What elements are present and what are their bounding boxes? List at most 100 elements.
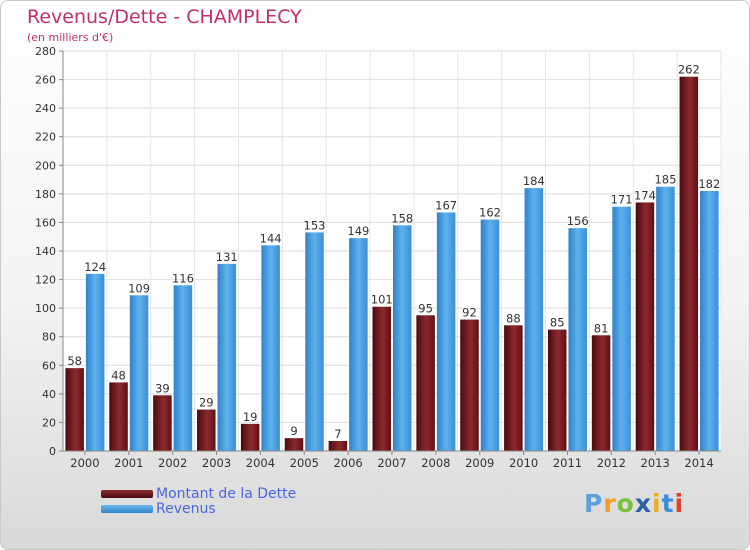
x-tick-label: 2012 (597, 456, 626, 470)
data-label-dette: 92 (462, 306, 477, 320)
x-tick-label: 2000 (70, 456, 99, 470)
data-label-revenus: 124 (84, 260, 106, 274)
y-tick-label: 40 (42, 388, 56, 401)
bar-revenus (568, 228, 587, 451)
x-tick-label: 2002 (158, 456, 187, 470)
legend: Montant de la Dette Revenus (101, 486, 361, 517)
x-tick-label: 2009 (465, 456, 494, 470)
data-label-revenus: 182 (698, 177, 720, 191)
data-label-revenus: 162 (479, 206, 501, 220)
data-label-revenus: 156 (567, 214, 589, 228)
data-label-revenus: 158 (391, 211, 413, 225)
bar-dette (591, 335, 611, 451)
legend-swatch-revenus (101, 505, 153, 513)
y-tick-label: 100 (35, 302, 56, 315)
y-tick-label: 80 (42, 331, 56, 344)
data-label-revenus: 184 (523, 174, 545, 188)
data-label-dette: 101 (371, 293, 393, 307)
bar-revenus (349, 238, 368, 451)
bar-revenus (129, 295, 149, 451)
y-tick-label: 20 (42, 416, 56, 429)
bar-dette (679, 76, 699, 451)
bar-revenus (261, 245, 280, 451)
bar-revenus (612, 206, 631, 451)
bar-revenus (656, 186, 675, 451)
data-label-revenus: 171 (611, 193, 633, 207)
bar-dette (328, 441, 348, 451)
data-label-revenus: 153 (304, 218, 326, 232)
bar-dette (284, 438, 304, 451)
bar-revenus (436, 212, 456, 451)
x-tick-label: 2004 (246, 456, 275, 470)
bar-dette (460, 319, 479, 451)
chart-subtitle: (en milliers d'€) (27, 31, 114, 44)
x-tick-label: 2005 (290, 456, 319, 470)
y-tick-label: 160 (35, 216, 56, 229)
legend-item-dette: Montant de la Dette (101, 486, 361, 502)
data-label-dette: 262 (678, 63, 700, 77)
bar-dette (372, 306, 391, 451)
data-label-dette: 29 (199, 396, 214, 410)
bar-revenus (480, 219, 500, 451)
bar-revenus (524, 188, 544, 451)
y-tick-label: 260 (35, 74, 56, 87)
y-tick-label: 180 (35, 188, 56, 201)
y-tick-label: 280 (35, 45, 56, 58)
bar-dette (153, 395, 172, 451)
legend-swatch-dette (101, 490, 153, 498)
legend-item-revenus: Revenus (101, 501, 361, 517)
bar-dette (109, 382, 128, 451)
bar-dette (504, 325, 523, 451)
y-tick-label: 140 (35, 245, 56, 258)
x-tick-label: 2013 (641, 456, 670, 470)
y-tick-label: 220 (35, 131, 56, 144)
x-tick-label: 2007 (377, 456, 406, 470)
bar-revenus (393, 225, 412, 451)
x-tick-label: 2011 (553, 456, 582, 470)
y-tick-label: 0 (49, 445, 56, 458)
data-label-dette: 174 (634, 188, 656, 202)
bar-dette (240, 423, 260, 451)
data-label-dette: 58 (67, 354, 82, 368)
chart-title: Revenus/Dette - CHAMPLECY (27, 6, 302, 28)
data-label-revenus: 185 (654, 173, 676, 187)
y-tick-label: 240 (35, 102, 56, 115)
data-label-dette: 88 (506, 311, 521, 325)
x-tick-label: 2001 (114, 456, 143, 470)
bar-revenus (305, 232, 324, 451)
data-label-dette: 39 (155, 381, 170, 395)
data-label-dette: 9 (290, 424, 297, 438)
proxiti-logo: Proxiti (584, 489, 685, 518)
legend-label-revenus: Revenus (156, 501, 216, 517)
data-label-dette: 95 (418, 301, 433, 315)
data-label-revenus: 131 (216, 250, 238, 264)
bar-revenus (173, 285, 193, 451)
x-tick-label: 2008 (421, 456, 450, 470)
legend-label-dette: Montant de la Dette (156, 486, 297, 502)
bar-dette (416, 315, 435, 451)
data-label-revenus: 149 (347, 224, 369, 238)
data-label-dette: 85 (550, 316, 565, 330)
data-label-revenus: 167 (435, 198, 457, 212)
data-label-dette: 81 (594, 321, 609, 335)
y-tick-label: 200 (35, 159, 56, 172)
data-label-revenus: 144 (260, 231, 282, 245)
bar-revenus (700, 191, 719, 451)
data-label-dette: 48 (111, 368, 126, 382)
data-label-dette: 7 (334, 427, 341, 441)
x-tick-label: 2010 (509, 456, 538, 470)
bar-dette (635, 202, 655, 451)
x-tick-label: 2014 (684, 456, 713, 470)
x-tick-label: 2006 (333, 456, 362, 470)
data-label-revenus: 116 (172, 271, 194, 285)
y-tick-label: 60 (42, 359, 56, 372)
x-tick-label: 2003 (202, 456, 231, 470)
bar-dette (547, 329, 567, 451)
bar-revenus (217, 263, 237, 451)
data-label-dette: 19 (243, 410, 258, 424)
bar-dette (65, 368, 84, 451)
data-label-revenus: 109 (128, 281, 150, 295)
y-tick-label: 120 (35, 274, 56, 287)
